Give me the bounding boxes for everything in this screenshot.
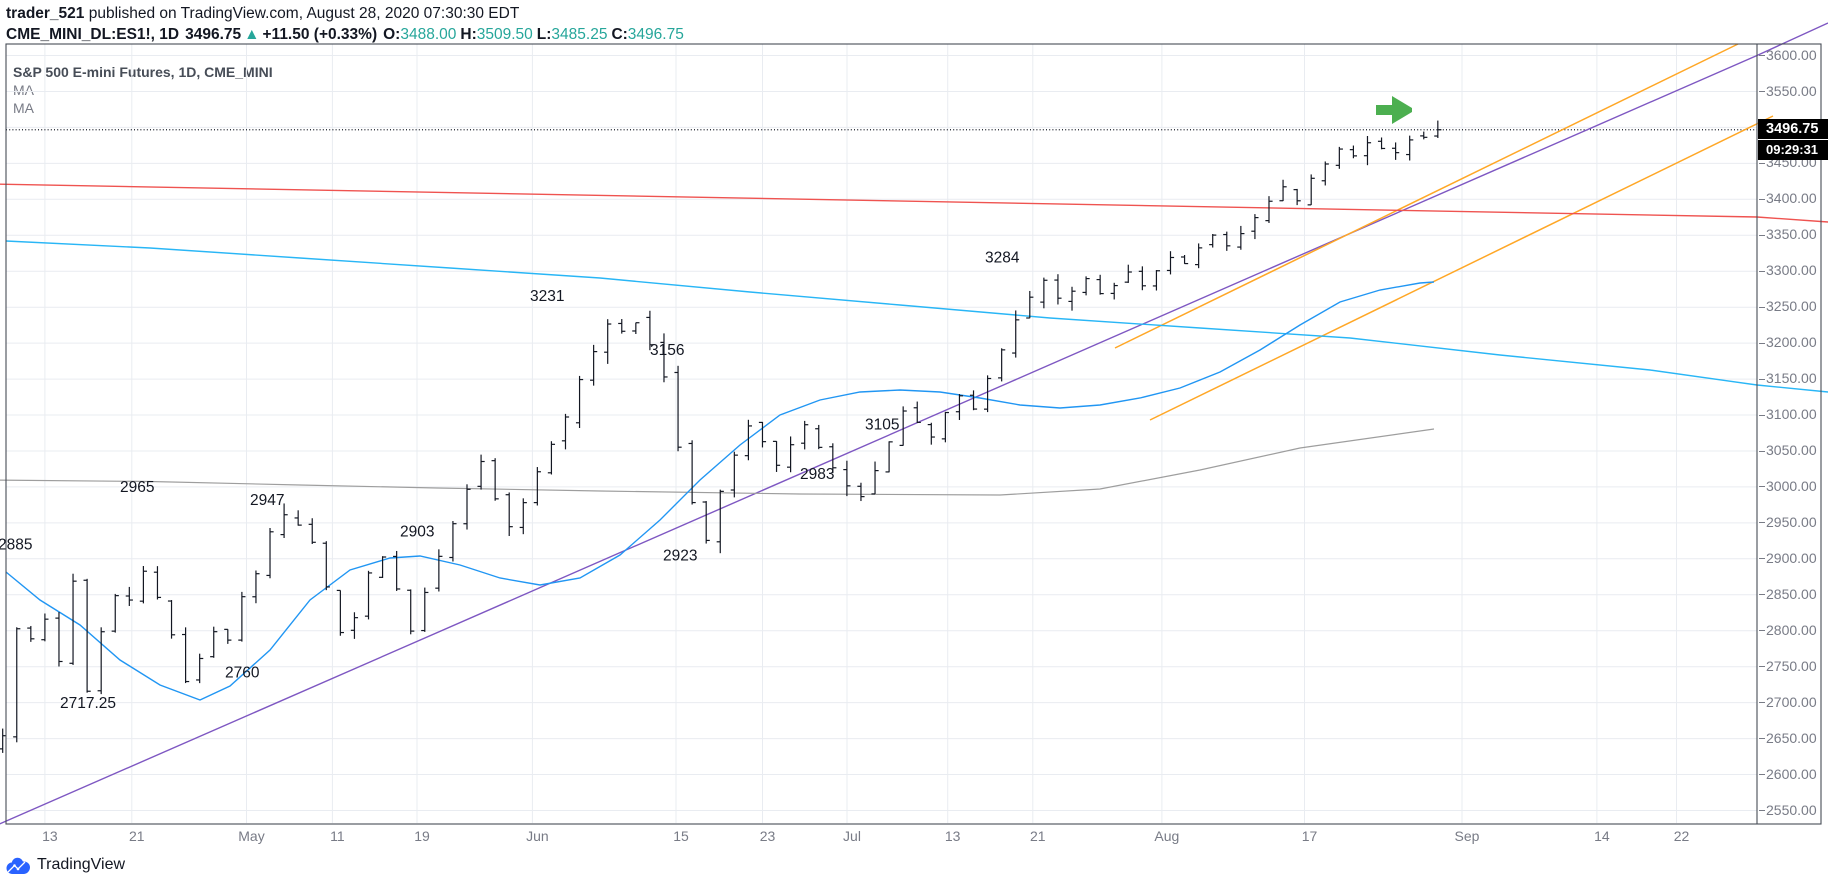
svg-text:3105: 3105	[865, 416, 899, 433]
svg-text:2947: 2947	[250, 492, 284, 509]
svg-text:3156: 3156	[650, 342, 684, 359]
svg-text:2923: 2923	[663, 547, 697, 564]
svg-text:3284: 3284	[985, 250, 1020, 267]
svg-text:2903: 2903	[400, 524, 434, 541]
svg-text:2885: 2885	[0, 537, 32, 554]
svg-text:2760: 2760	[225, 665, 260, 682]
svg-text:2717.25: 2717.25	[60, 695, 116, 712]
svg-text:2965: 2965	[120, 479, 154, 496]
svg-text:3231: 3231	[530, 288, 564, 305]
svg-text:2983: 2983	[800, 466, 834, 483]
